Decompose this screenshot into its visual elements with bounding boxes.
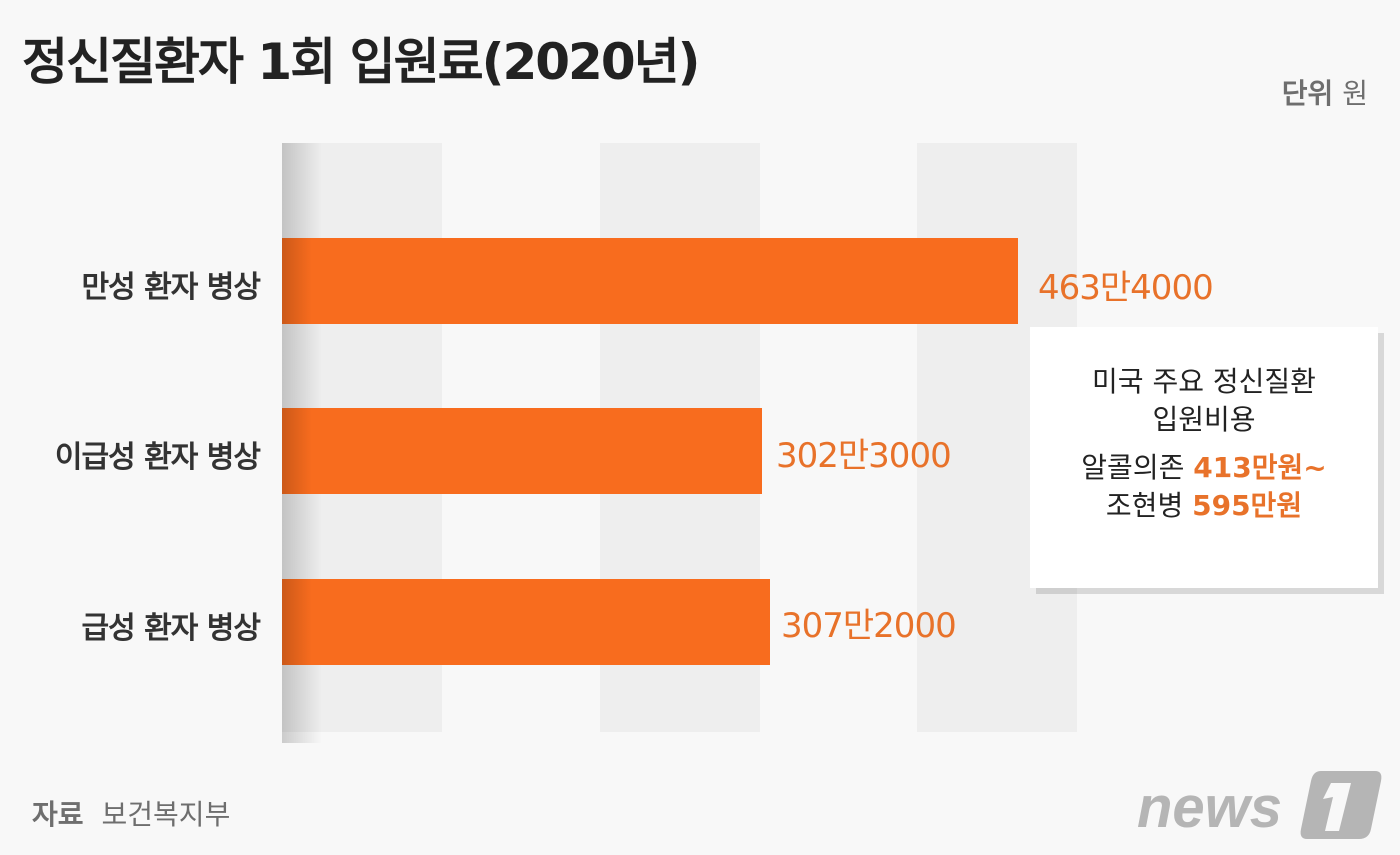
category-label-acute: 급성 환자 병상 <box>81 611 261 646</box>
value-label-subacute: 302만3000 <box>776 436 952 476</box>
category-label-chronic: 만성 환자 병상 <box>81 270 261 305</box>
bar-acute <box>282 579 770 665</box>
callout-line-schizophrenia: 조현병 595만원 <box>1030 487 1378 525</box>
unit-value: 원 <box>1342 77 1368 110</box>
source-label: 자료 <box>32 798 84 831</box>
value-label-acute: 307만2000 <box>781 606 957 646</box>
unit-label: 단위 <box>1281 77 1334 110</box>
value-label-chronic: 463만4000 <box>1038 268 1214 308</box>
source-note: 자료 보건복지부 <box>32 793 230 833</box>
callout-schizophrenia-label: 조현병 <box>1105 489 1184 522</box>
callout-line-1: 미국 주요 정신질환 <box>1092 365 1316 398</box>
callout-schizophrenia-value: 595만원 <box>1192 489 1303 522</box>
news1-logo-icon: news <box>1137 771 1382 840</box>
logo-text: news <box>1137 775 1282 840</box>
source-value: 보건복지부 <box>101 798 231 831</box>
unit-note: 단위 원 <box>1282 72 1368 112</box>
callout-alcohol-value: 413만원~ <box>1193 451 1327 484</box>
us-cost-callout: 미국 주요 정신질환 입원비용 알콜의존 413만원~ 조현병 595만원 <box>1030 327 1378 588</box>
callout-line-alcohol: 알콜의존 413만원~ <box>1030 449 1378 487</box>
chart-title: 정신질환자 1회 입원료(2020년) <box>22 33 700 91</box>
callout-line-2: 입원비용 <box>1152 403 1256 436</box>
callout-alcohol-label: 알콜의존 <box>1081 451 1185 484</box>
category-label-subacute: 이급성 환자 병상 <box>54 440 261 475</box>
bar-subacute <box>282 408 762 494</box>
bar-chronic <box>282 238 1018 324</box>
